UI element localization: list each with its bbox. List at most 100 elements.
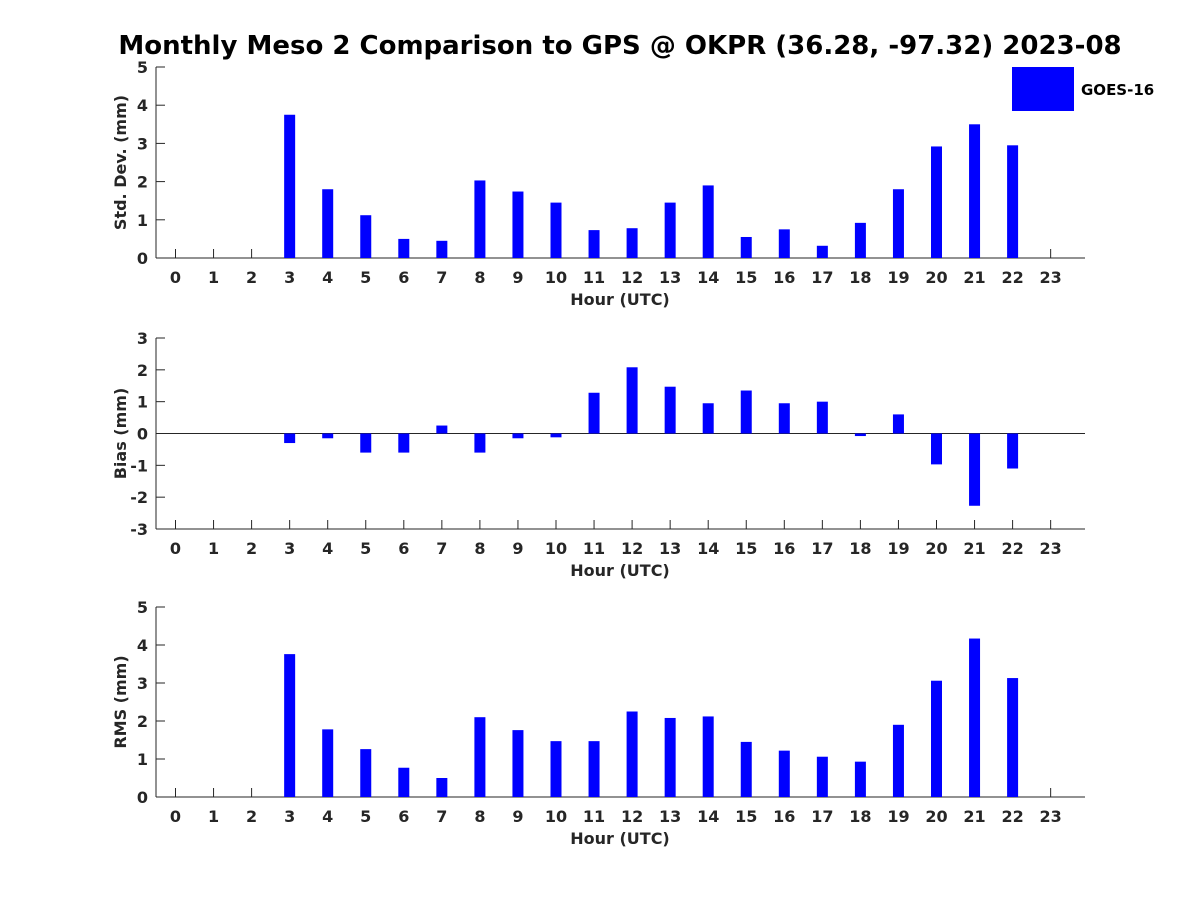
x-axis-label: Hour (UTC) xyxy=(570,561,670,580)
x-tick-label: 12 xyxy=(621,268,643,287)
bar xyxy=(969,638,981,797)
x-tick-label: 18 xyxy=(849,268,871,287)
x-tick-label: 4 xyxy=(322,539,333,558)
bar xyxy=(854,222,866,258)
bar xyxy=(284,433,296,444)
x-tick-label: 16 xyxy=(773,268,795,287)
x-tick-label: 19 xyxy=(887,807,909,826)
x-tick-label: 11 xyxy=(583,268,605,287)
x-tick-label: 17 xyxy=(811,539,833,558)
x-tick-label: 22 xyxy=(1001,268,1023,287)
x-tick-label: 0 xyxy=(170,268,181,287)
bar xyxy=(436,240,448,258)
bar xyxy=(550,741,562,797)
y-tick-label: 1 xyxy=(137,393,148,412)
x-tick-label: 10 xyxy=(545,539,567,558)
bar xyxy=(436,778,448,797)
bar xyxy=(854,433,866,437)
bar xyxy=(284,114,296,258)
bar xyxy=(778,403,790,434)
y-tick-label: 1 xyxy=(137,211,148,230)
bar xyxy=(474,433,486,453)
bar xyxy=(398,433,410,453)
x-tick-label: 0 xyxy=(170,807,181,826)
x-tick-label: 11 xyxy=(583,807,605,826)
x-tick-label: 22 xyxy=(1001,539,1023,558)
x-tick-label: 6 xyxy=(398,539,409,558)
x-tick-label: 16 xyxy=(773,807,795,826)
legend: GOES-16 xyxy=(1012,67,1154,111)
bar xyxy=(702,185,714,258)
x-tick-label: 8 xyxy=(474,539,485,558)
y-axis-label: RMS (mm) xyxy=(111,655,130,748)
x-tick-label: 3 xyxy=(284,539,295,558)
bar xyxy=(816,756,828,797)
bar xyxy=(1007,678,1019,797)
x-tick-label: 19 xyxy=(887,268,909,287)
bar xyxy=(740,741,752,797)
x-tick-label: 3 xyxy=(284,268,295,287)
bar xyxy=(512,191,524,258)
bar xyxy=(892,414,904,434)
x-tick-label: 6 xyxy=(398,807,409,826)
y-tick-label: -2 xyxy=(130,488,148,507)
x-tick-label: 3 xyxy=(284,807,295,826)
x-tick-label: 4 xyxy=(322,268,333,287)
y-tick-label: 5 xyxy=(137,58,148,77)
bar xyxy=(740,236,752,258)
x-tick-label: 14 xyxy=(697,268,719,287)
x-tick-label: 0 xyxy=(170,539,181,558)
bar xyxy=(322,729,334,797)
y-tick-label: 2 xyxy=(137,173,148,192)
bar xyxy=(360,749,372,797)
y-tick-label: 5 xyxy=(137,598,148,617)
x-tick-label: 1 xyxy=(208,807,219,826)
x-tick-label: 1 xyxy=(208,268,219,287)
x-tick-label: 21 xyxy=(963,268,985,287)
x-tick-label: 2 xyxy=(246,268,257,287)
bar xyxy=(969,124,981,258)
bar xyxy=(1007,433,1019,469)
x-tick-label: 7 xyxy=(436,807,447,826)
bar xyxy=(1007,145,1019,258)
bar xyxy=(778,229,790,258)
x-tick-label: 1 xyxy=(208,539,219,558)
bar xyxy=(778,750,790,797)
bar xyxy=(626,711,638,797)
legend-swatch xyxy=(1012,67,1074,111)
bar xyxy=(398,238,410,258)
bar xyxy=(550,433,562,438)
bar xyxy=(892,724,904,797)
bar xyxy=(664,386,676,434)
x-tick-label: 12 xyxy=(621,539,643,558)
x-tick-label: 5 xyxy=(360,807,371,826)
bar xyxy=(474,180,486,258)
x-tick-label: 13 xyxy=(659,539,681,558)
y-tick-label: 0 xyxy=(137,249,148,268)
x-tick-label: 8 xyxy=(474,268,485,287)
x-tick-label: 15 xyxy=(735,268,757,287)
bar xyxy=(550,202,562,258)
y-axis-label: Std. Dev. (mm) xyxy=(111,95,130,230)
y-tick-label: 3 xyxy=(137,674,148,693)
y-tick-label: 2 xyxy=(137,361,148,380)
y-tick-label: -1 xyxy=(130,456,148,475)
bar xyxy=(588,741,600,797)
y-tick-label: 0 xyxy=(137,425,148,444)
bar xyxy=(626,228,638,258)
x-tick-label: 21 xyxy=(963,539,985,558)
x-tick-label: 10 xyxy=(545,268,567,287)
bar xyxy=(816,245,828,258)
x-tick-label: 20 xyxy=(925,268,947,287)
bar xyxy=(664,717,676,797)
x-tick-label: 7 xyxy=(436,539,447,558)
bar xyxy=(854,761,866,797)
y-tick-label: 4 xyxy=(137,96,148,115)
bar xyxy=(284,654,296,797)
y-axis-label: Bias (mm) xyxy=(111,388,130,480)
y-tick-label: 4 xyxy=(137,636,148,655)
x-tick-label: 11 xyxy=(583,539,605,558)
x-tick-label: 9 xyxy=(512,807,523,826)
